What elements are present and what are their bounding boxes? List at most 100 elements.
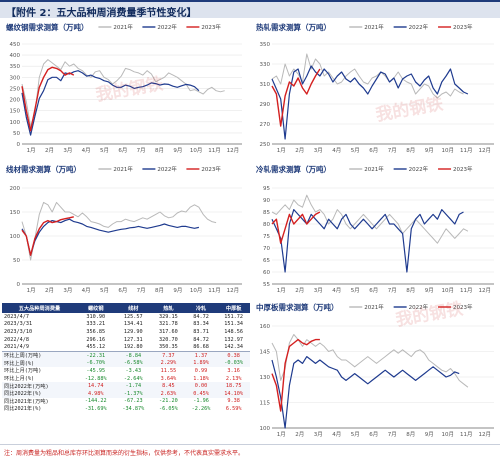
table-cell: 84.72 [193, 336, 209, 343]
table-cell: 125.57 [123, 313, 143, 320]
series-2023-line [271, 211, 321, 244]
y-tick-label: 145 [260, 350, 271, 356]
legend-item-2022: 2022年 [409, 23, 429, 31]
y-tick-label: 350 [260, 42, 271, 48]
chart-title: 冷轧需求测算（万吨） [256, 164, 331, 174]
table-row-label: 环比上月(%) [4, 376, 35, 383]
x-tick-label: 11月 [460, 287, 473, 294]
x-tick-label: 4月 [82, 147, 91, 154]
header-bar: 【附件 2：五大品种周消费量季节性变化】 [0, 0, 500, 19]
table-cell: 1.37 [184, 350, 218, 360]
x-tick-label: 8月 [406, 287, 415, 294]
x-tick-label: 10月 [442, 431, 455, 438]
table-row-label: 2022/4/8 [4, 336, 29, 343]
table-header-row: 五大品种周消费量 螺纹钢 线材 热轧 冷轧 中厚板 [2, 303, 250, 313]
y-tick-label: 130 [260, 375, 271, 381]
chart-panel-rebar: 螺纹钢需求测算（万吨） 2021年 2022年 2023年 0 50 100 150 200 25… [0, 20, 250, 160]
table-cell: 3.16 [227, 367, 240, 374]
y-tick-label: 270 [260, 122, 271, 128]
table-cell: 132.97 [224, 336, 244, 343]
x-tick-label: 6月 [118, 287, 127, 294]
table-cell: 9.38 [227, 398, 240, 405]
chart-hotroll: 热轧需求测算（万吨） 2021年 2022年 2023年 250 270 290 310 330… [256, 22, 494, 154]
y-tick-label: 330 [260, 62, 271, 68]
legend-item-2022: 2022年 [409, 165, 429, 173]
table-cell: -1.96 [193, 398, 209, 405]
table-cell: -22.31 [76, 350, 115, 360]
table-cell: 3.64% [160, 375, 177, 382]
table-cell: 134.41 [123, 321, 143, 328]
table-row-label: 环比上周(%) [2, 359, 77, 368]
table-cell: 151.34 [224, 321, 244, 328]
table-cell: -3.43 [125, 367, 142, 374]
table-cell: -21.20 [159, 398, 178, 405]
table-cell: -31.69% [84, 405, 107, 412]
table-row: 同比2022年(%) 4.98% -1.37% 2.63% 0.45% 14.10% [2, 389, 250, 398]
x-tick-label: 2月 [45, 147, 54, 154]
consumption-table-wrap: 五大品种周消费量 螺纹钢 线材 热轧 冷轧 中厚板 2023/4/7 310.90… [2, 303, 250, 413]
table-cell: -34.87% [122, 405, 145, 412]
x-tick-label: 4月 [332, 431, 341, 438]
table-cell: 1.18% [193, 375, 209, 382]
x-tick-label: 4月 [82, 287, 91, 294]
y-tick-label: 85 [263, 210, 270, 216]
y-tick-label: 250 [260, 142, 271, 148]
table-cell: 356.85 [86, 328, 106, 335]
x-tick-label: 10月 [442, 147, 455, 154]
table-row-label: 同比2021年(万吨) [4, 398, 49, 405]
table-cell: 0.99 [194, 367, 208, 374]
legend-item-2023: 2023年 [453, 165, 473, 173]
chart-wire: 线材需求测算（万吨） 2021年 2022年 2023年 0 50 100 150 200 1月 2… [6, 164, 242, 294]
x-tick-label: 8月 [155, 287, 164, 294]
x-tick-label: 9月 [425, 287, 434, 294]
series-2022-line [21, 218, 200, 256]
table-cell: 329.15 [159, 313, 178, 320]
table-row: 2023/4/7 310.90 125.57 329.15 84.72 151.72 [2, 313, 250, 321]
table-header-cell: 中厚板 [217, 303, 250, 313]
x-tick-label: 9月 [173, 287, 182, 294]
y-tick-label: 310 [260, 82, 271, 88]
x-tick-label: 3月 [314, 147, 323, 154]
table-cell: 83.34 [193, 321, 209, 328]
table-cell: 11.55 [160, 367, 177, 374]
x-tick-label: 7月 [388, 431, 397, 438]
x-tick-label: 2月 [295, 431, 304, 438]
table-body: 2023/4/7 310.90 125.57 329.15 84.72 151.72 202… [2, 313, 250, 413]
x-tick-label: 1月 [27, 287, 36, 294]
table-cell: 84.72 [193, 313, 209, 320]
table-cell: -2.64% [123, 375, 143, 382]
legend-item-2021: 2021年 [364, 23, 384, 31]
y-tick-label: 100 [260, 426, 271, 432]
y-tick-label: 55 [263, 282, 270, 288]
x-tick-label: 6月 [369, 147, 378, 154]
table-row: 环比上周(万吨) -22.31 -8.84 7.37 1.37 0.38 [2, 350, 250, 360]
table-row: 2022/4/8 296.16 127.31 320.70 84.72 132.97 [2, 336, 250, 344]
x-tick-label: 9月 [173, 147, 182, 154]
x-tick-label: 6月 [369, 431, 378, 438]
table-cell: 310.90 [86, 313, 106, 320]
table-cell: 7.37 [152, 350, 185, 360]
x-tick-label: 10月 [190, 287, 203, 294]
chart-coldroll: 冷轧需求测算（万吨） 2021年 2022年 2023年 55 60 65 70 75 80 85 9… [256, 164, 494, 294]
table-cell: 127.31 [123, 336, 143, 343]
x-tick-label: 6月 [369, 287, 378, 294]
table-header-cell: 螺纹钢 [76, 303, 115, 313]
y-tick-label: 290 [260, 102, 271, 108]
x-tick-label: 6月 [118, 147, 127, 154]
x-tick-label: 3月 [63, 287, 72, 294]
y-tick-label: 90 [263, 198, 270, 204]
table-row-label: 2023/3/31 [4, 321, 33, 328]
y-tick-label: 160 [260, 324, 271, 330]
table-cell: 1.89% [184, 359, 218, 368]
y-tick-label: 80 [263, 222, 270, 228]
table-row-label: 2021/4/9 [4, 344, 29, 351]
x-tick-label: 7月 [137, 287, 146, 294]
table-cell: 192.80 [123, 344, 143, 351]
table-cell: 317.60 [159, 328, 178, 335]
table-header-cell: 线材 [114, 303, 153, 313]
x-tick-label: 5月 [100, 287, 109, 294]
x-tick-label: 12月 [479, 287, 492, 294]
table-row: 环比上周(%) -6.70% -6.58% 2.29% 1.89% -0.03% [2, 359, 250, 368]
x-tick-label: 1月 [277, 431, 286, 438]
series-2023-line [271, 338, 320, 412]
